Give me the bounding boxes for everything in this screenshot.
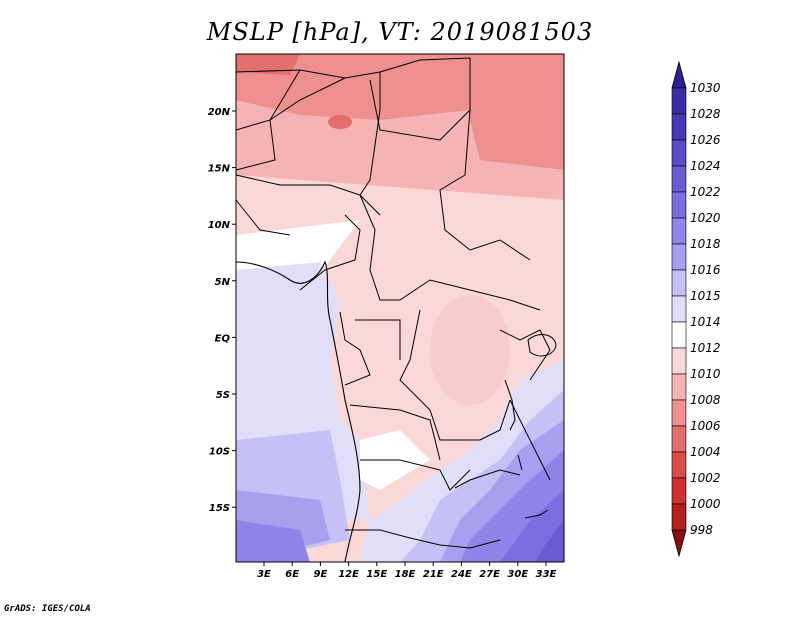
lat-label: 15N bbox=[208, 164, 231, 175]
colorbar-label: 1015 bbox=[690, 289, 721, 303]
colorbar-label: 1012 bbox=[690, 341, 721, 355]
colorbar-label: 1002 bbox=[690, 471, 721, 485]
colorbar-segment bbox=[671, 321, 687, 349]
pressure-field bbox=[236, 54, 564, 562]
lakes bbox=[504, 334, 557, 519]
colorbar-label: 1016 bbox=[690, 263, 721, 277]
colorbar-label: 1008 bbox=[690, 393, 721, 407]
lon-label: 15E bbox=[366, 569, 387, 580]
colorbar-segment bbox=[671, 477, 687, 505]
colorbar-segment bbox=[671, 451, 687, 479]
colorbar-segment bbox=[671, 165, 687, 193]
colorbar-top-arrow bbox=[671, 60, 687, 89]
colorbar-label: 1010 bbox=[690, 367, 721, 381]
latitude-labels: 20N 15N 10N 5N EQ 5S 10S 15S bbox=[208, 107, 236, 514]
map-title: MSLP [hPa], VT: 2019081503 bbox=[206, 18, 594, 46]
lat-label: 10N bbox=[208, 220, 231, 231]
colorbar-segment bbox=[671, 373, 687, 401]
lon-label: 12E bbox=[338, 569, 359, 580]
colorbar-segment bbox=[671, 347, 687, 375]
colorbar-segment bbox=[671, 399, 687, 427]
colorbar-segment bbox=[671, 139, 687, 167]
colorbar-label: 1030 bbox=[690, 81, 721, 95]
colorbar-segment bbox=[671, 87, 687, 115]
lon-label: 6E bbox=[285, 569, 299, 580]
lon-label: 21E bbox=[423, 569, 444, 580]
lon-label: 24E bbox=[451, 569, 472, 580]
lat-label: EQ bbox=[215, 333, 231, 344]
lat-label: 5S bbox=[216, 390, 230, 401]
colorbar-label: 1018 bbox=[690, 237, 721, 251]
colorbar-segment bbox=[671, 269, 687, 297]
lon-label: 30E bbox=[507, 569, 528, 580]
colorbar-label: 1006 bbox=[690, 419, 721, 433]
colorbar-segment bbox=[671, 243, 687, 271]
colorbar-segment bbox=[671, 113, 687, 141]
lat-label: 5N bbox=[215, 277, 231, 288]
longitude-labels: 3E 6E 9E 12E 15E 18E 21E 24E 27E 30E 33E bbox=[257, 562, 557, 580]
lon-label: 9E bbox=[314, 569, 328, 580]
colorbar-segment bbox=[671, 295, 687, 323]
colorbar-label: 1028 bbox=[690, 107, 721, 121]
lon-label: 3E bbox=[257, 569, 271, 580]
lon-label: 33E bbox=[536, 569, 557, 580]
colorbar-label: 1026 bbox=[690, 133, 721, 147]
colorbar-label: 1014 bbox=[690, 315, 721, 329]
colorbar: 1030 1028 1026 1024 1022 1020 1018 1016 1015 1014… bbox=[671, 60, 721, 558]
colorbar-label: 1004 bbox=[690, 445, 721, 459]
colorbar-segment bbox=[671, 425, 687, 453]
lat-label: 15S bbox=[209, 503, 230, 514]
grads-credit: GrADS: IGES/COLA bbox=[4, 604, 91, 614]
coastline bbox=[235, 260, 361, 563]
colorbar-label: 1000 bbox=[690, 497, 721, 511]
colorbar-segment bbox=[671, 503, 687, 531]
lat-label: 10S bbox=[209, 447, 230, 458]
map-frame bbox=[235, 53, 565, 563]
colorbar-label: 1024 bbox=[690, 159, 721, 173]
colorbar-segment bbox=[671, 191, 687, 219]
colorbar-label: 1020 bbox=[690, 211, 721, 225]
colorbar-bottom-arrow bbox=[671, 529, 687, 558]
colorbar-segment bbox=[671, 217, 687, 245]
lon-label: 18E bbox=[395, 569, 416, 580]
lon-label: 27E bbox=[479, 569, 500, 580]
colorbar-label: 1022 bbox=[690, 185, 721, 199]
lat-label: 20N bbox=[208, 107, 231, 118]
country-borders bbox=[236, 57, 551, 549]
colorbar-label: 998 bbox=[690, 523, 713, 537]
